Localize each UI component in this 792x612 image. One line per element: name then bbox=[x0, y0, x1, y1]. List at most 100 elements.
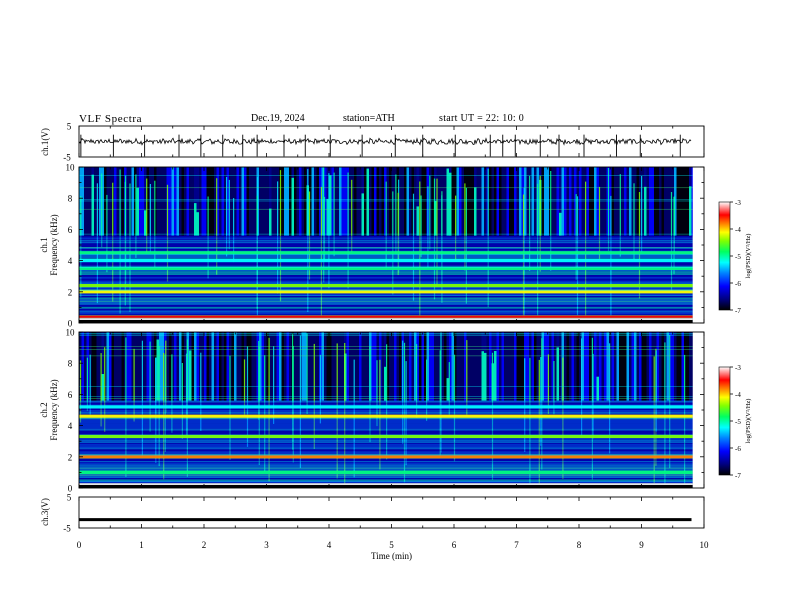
spec-column bbox=[351, 332, 354, 401]
spec-column bbox=[169, 332, 172, 401]
spec-column bbox=[456, 332, 459, 401]
colorbar-label: log(PSD)(V²/Hz) bbox=[745, 399, 752, 444]
spec-column bbox=[274, 332, 277, 401]
spec-column bbox=[139, 167, 142, 236]
spec-column bbox=[499, 332, 502, 401]
spec-column bbox=[604, 167, 607, 236]
spec-column bbox=[604, 332, 607, 401]
spec-column bbox=[101, 167, 104, 236]
spec-column bbox=[606, 332, 609, 401]
station-label: station=ATH bbox=[343, 113, 395, 124]
spec-column bbox=[239, 167, 242, 236]
spec-column bbox=[234, 332, 237, 401]
spec-column bbox=[541, 332, 544, 401]
ch1-spectrogram-panel bbox=[78, 166, 705, 324]
spec-sferic bbox=[351, 179, 353, 252]
spec-column bbox=[304, 332, 307, 401]
spec-row bbox=[79, 451, 693, 454]
spec-column bbox=[204, 167, 207, 236]
spec-row bbox=[79, 475, 693, 478]
spec-column bbox=[276, 332, 279, 401]
spec-column bbox=[121, 332, 124, 401]
spec-column bbox=[341, 167, 344, 236]
spec-column bbox=[566, 167, 569, 236]
spec-column bbox=[414, 167, 417, 236]
spec-column bbox=[286, 167, 289, 236]
spec-column bbox=[546, 332, 549, 401]
spec-column bbox=[81, 167, 84, 236]
spec-column bbox=[359, 167, 362, 236]
spec-column bbox=[679, 332, 682, 401]
spec-column bbox=[461, 167, 464, 236]
spec-column bbox=[494, 167, 497, 236]
spec-column bbox=[504, 167, 507, 236]
spec-row bbox=[79, 428, 693, 431]
spec-column bbox=[419, 332, 422, 401]
x-tick-label: 1 bbox=[139, 540, 144, 550]
spec-column bbox=[131, 167, 134, 236]
spec-column bbox=[599, 167, 602, 236]
spec-column bbox=[326, 198, 329, 236]
ch1-waveform-line bbox=[78, 136, 692, 146]
spec-column bbox=[544, 167, 547, 236]
spec-row bbox=[79, 466, 693, 469]
spec-column bbox=[466, 332, 469, 401]
spec-column bbox=[674, 167, 677, 236]
spec-column bbox=[619, 332, 622, 401]
spec-column bbox=[681, 332, 684, 401]
x-tick-label: 2 bbox=[202, 540, 207, 550]
spec-row bbox=[79, 479, 693, 482]
spec-column bbox=[519, 167, 522, 236]
spec-sferic bbox=[547, 354, 549, 414]
spec-row bbox=[79, 400, 693, 403]
spec-column bbox=[681, 167, 684, 236]
spec-column bbox=[581, 167, 584, 236]
spec-sferic bbox=[308, 191, 311, 280]
x-tick-label: 5 bbox=[389, 540, 394, 550]
spec-row bbox=[79, 430, 693, 433]
spec-column bbox=[354, 167, 357, 236]
spec-column bbox=[216, 332, 219, 401]
spec-column bbox=[324, 332, 327, 401]
spec-row bbox=[79, 443, 693, 446]
spec-row bbox=[79, 256, 693, 259]
spec-column bbox=[389, 332, 392, 401]
spec-column bbox=[641, 167, 644, 236]
spec-column bbox=[296, 167, 299, 236]
colorbar-tick-label: -6 bbox=[735, 445, 741, 453]
spec-column bbox=[516, 167, 519, 236]
spec-column bbox=[496, 167, 499, 236]
spec-column bbox=[334, 167, 337, 236]
spec-row bbox=[79, 301, 693, 304]
spec-nodata bbox=[692, 332, 704, 488]
spec-column bbox=[561, 167, 564, 236]
spec-column bbox=[289, 167, 292, 236]
spec-column bbox=[579, 167, 582, 236]
spec-column bbox=[421, 332, 424, 401]
spec-column bbox=[666, 167, 669, 236]
spec-sferic bbox=[246, 346, 249, 447]
spec-column bbox=[376, 332, 379, 401]
spec-column bbox=[374, 332, 377, 401]
spec-column bbox=[506, 332, 509, 401]
spec-column bbox=[136, 332, 139, 401]
spec-band bbox=[79, 405, 693, 409]
spec-column bbox=[609, 167, 612, 236]
spec-column bbox=[249, 167, 252, 236]
spec-column bbox=[361, 193, 364, 236]
spec-column bbox=[244, 332, 247, 401]
spec-column bbox=[339, 167, 342, 236]
spec-column bbox=[366, 332, 369, 401]
spec-column bbox=[616, 167, 619, 236]
spec-column bbox=[531, 167, 534, 236]
spec-row bbox=[79, 297, 693, 300]
spec-column bbox=[239, 332, 242, 401]
spec-column bbox=[414, 332, 417, 401]
spec-column bbox=[606, 167, 609, 236]
spec-column bbox=[656, 332, 659, 401]
spec-column bbox=[314, 332, 317, 401]
spec-row bbox=[79, 293, 693, 296]
spec-column bbox=[576, 332, 579, 401]
spec-column bbox=[494, 351, 497, 401]
spec-column bbox=[121, 167, 124, 236]
